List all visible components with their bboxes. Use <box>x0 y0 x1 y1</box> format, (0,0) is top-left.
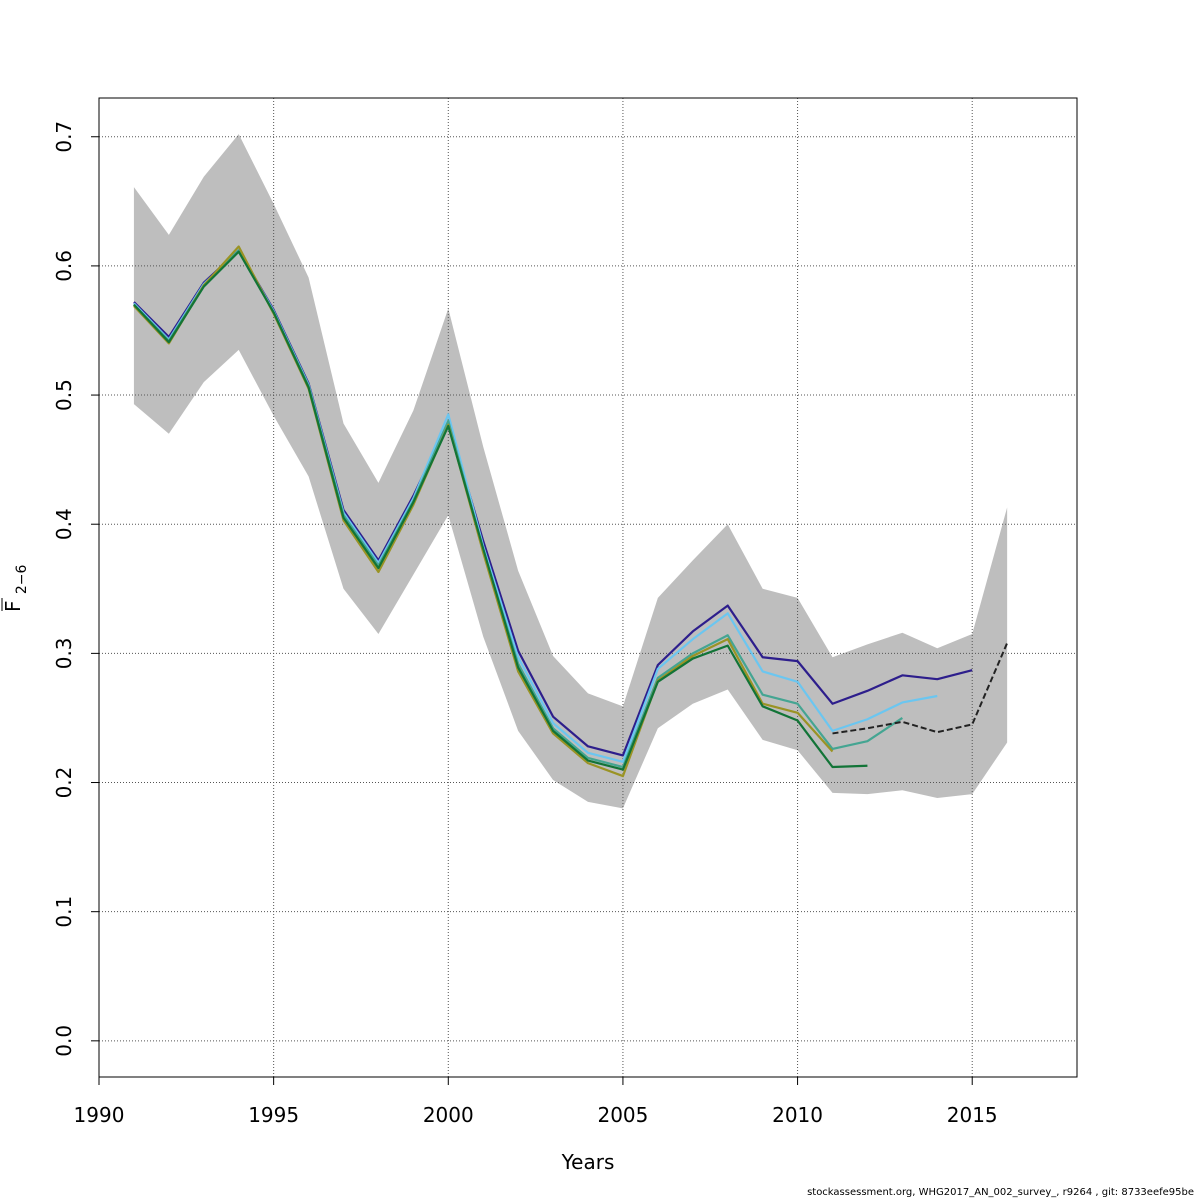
y-tick-label: 0.6 <box>52 250 76 282</box>
y-axis-title-text: F 2−6 <box>1 564 30 612</box>
footer-caption: stockassessment.org, WHG2017_AN_002_surv… <box>807 1187 1194 1198</box>
y-axis-title-main: F <box>1 600 25 612</box>
grid-layer <box>98 98 1077 1077</box>
series-line-5 <box>133 250 868 771</box>
y-tick-label: 0.0 <box>52 1025 76 1057</box>
series-layer <box>133 245 1009 778</box>
y-tick-label: 0.3 <box>52 637 76 669</box>
y-tick-label: 0.7 <box>52 121 76 153</box>
y-axis-title-subscript: 2−6 <box>14 564 30 594</box>
x-tick-label: 2010 <box>772 1103 823 1127</box>
y-tick-label: 0.5 <box>52 379 76 411</box>
y-axis-title: F 2−6 <box>1 564 30 612</box>
axis-layer: 1990 1995 2000 2005 2010 2015 0.0 0.1 0.2 0.3 0.4 0… <box>52 121 998 1127</box>
x-tick-label: 1990 <box>74 1103 125 1127</box>
series-line-6 <box>832 642 1009 735</box>
y-tick-label: 0.4 <box>52 508 76 540</box>
x-tick-label: 2005 <box>597 1103 648 1127</box>
x-axis-title: Years <box>561 1150 615 1174</box>
confidence-band-layer <box>133 134 1008 809</box>
confidence-band <box>133 134 1008 809</box>
y-tick-label: 0.1 <box>52 896 76 928</box>
y-tick-label: 0.2 <box>52 767 76 799</box>
plot-frame <box>98 97 1078 1078</box>
x-tick-label: 2000 <box>423 1103 474 1127</box>
x-tick-label: 2015 <box>947 1103 998 1127</box>
x-tick-label: 1995 <box>248 1103 299 1127</box>
